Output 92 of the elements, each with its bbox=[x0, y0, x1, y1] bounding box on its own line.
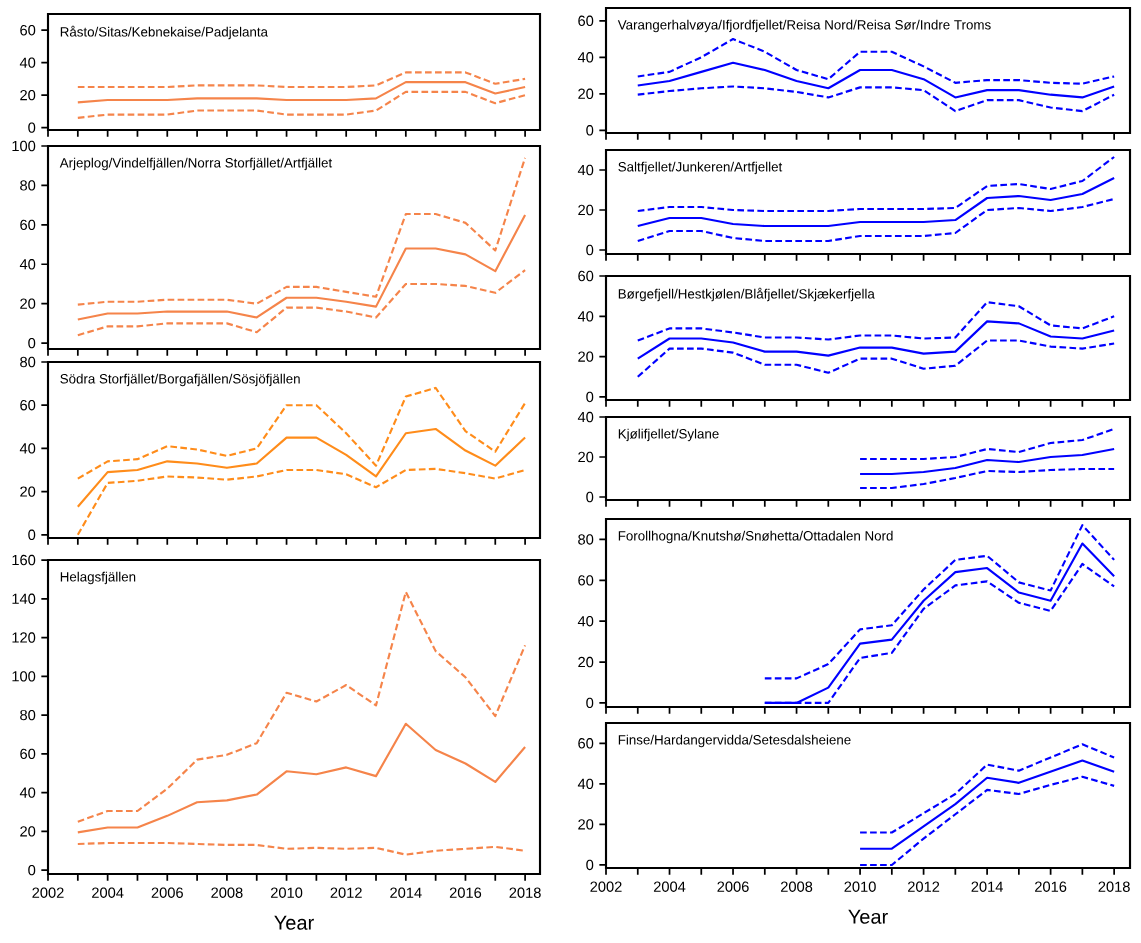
x-tick-label: 2012 bbox=[330, 887, 362, 898]
y-tick-label: 20 bbox=[578, 351, 594, 362]
y-tick-label: 60 bbox=[20, 25, 36, 36]
line-series bbox=[76, 467, 527, 536]
y-tick-label: 60 bbox=[20, 400, 36, 411]
y-tick-label: 0 bbox=[586, 244, 594, 256]
x-tick-label: 2014 bbox=[390, 887, 422, 898]
y-tick-label: 20 bbox=[20, 298, 36, 309]
line-series bbox=[859, 743, 1116, 834]
y-tick-label: 60 bbox=[578, 575, 594, 586]
y-tick-label: 140 bbox=[12, 593, 36, 604]
y-tick-label: 100 bbox=[12, 671, 36, 682]
y-tick-label: 20 bbox=[578, 204, 594, 216]
line-series bbox=[636, 61, 1116, 99]
y-tick-label: 160 bbox=[12, 554, 36, 566]
y-tick-label: 20 bbox=[578, 819, 594, 830]
x-axis-title: Year bbox=[274, 915, 314, 930]
x-tick-label: 2006 bbox=[717, 881, 749, 892]
y-tick-label: 60 bbox=[20, 219, 36, 231]
y-tick-label: 0 bbox=[586, 697, 594, 709]
line-series bbox=[859, 775, 1116, 867]
x-axis-title: Year bbox=[848, 909, 888, 924]
text: Saltfjellet/Junkeren/Artfjellet bbox=[618, 161, 783, 175]
y-tick-label: 40 bbox=[577, 411, 594, 423]
y-tick-label: 60 bbox=[20, 748, 36, 760]
y-tick-label: 40 bbox=[577, 164, 594, 176]
y-tick-label: 0 bbox=[28, 337, 36, 349]
x-tick-label: 2010 bbox=[270, 887, 303, 898]
line-series bbox=[636, 301, 1116, 342]
text: Södra Storfjället/Borgafjällen/Sösjöfjällen bbox=[60, 373, 300, 387]
y-tick-label: 80 bbox=[20, 709, 36, 721]
line-series bbox=[76, 386, 527, 480]
x-tick-label: 2010 bbox=[844, 881, 876, 892]
x-tick-label: 2008 bbox=[211, 887, 243, 898]
y-tick-label: 0 bbox=[586, 859, 594, 871]
text: Varangerhalvøya/Ifjordfjellet/Reisa Nord/Reisa Sør/Indre Troms bbox=[617, 19, 991, 33]
y-tick-label: 100 bbox=[12, 140, 36, 152]
x-tick-label: 2004 bbox=[653, 881, 686, 892]
y-tick-label: 80 bbox=[20, 180, 36, 191]
y-tick-label: 80 bbox=[578, 534, 594, 545]
y-tick-label: 40 bbox=[577, 616, 594, 627]
y-tick-label: 20 bbox=[20, 89, 36, 101]
text: Kjølifjellet/Sylane bbox=[618, 428, 719, 442]
line-series bbox=[76, 590, 527, 823]
y-tick-label: 20 bbox=[578, 451, 594, 463]
x-tick-label: 2004 bbox=[92, 887, 124, 898]
y-tick-label: 0 bbox=[586, 125, 594, 136]
x-tick-label: 2016 bbox=[1035, 881, 1067, 892]
text: Arjeplog/Vindelfjällen/Norra Storfjället/Artfjället bbox=[59, 157, 333, 171]
y-tick-label: 120 bbox=[12, 632, 36, 643]
y-tick-label: 40 bbox=[577, 311, 594, 322]
y-tick-label: 0 bbox=[28, 529, 36, 540]
y-tick-label: 0 bbox=[28, 122, 36, 133]
x-tick-label: 2006 bbox=[151, 887, 183, 898]
text: Helagsfjällen bbox=[60, 571, 136, 585]
y-tick-label: 60 bbox=[578, 738, 594, 749]
line-series bbox=[636, 37, 1116, 85]
line-series bbox=[859, 447, 1116, 476]
x-tick-label: 2002 bbox=[590, 881, 622, 892]
line-series bbox=[636, 85, 1116, 113]
y-tick-label: 60 bbox=[578, 270, 594, 282]
text: Finse/Hardangervidda/Setesdalsheiene bbox=[618, 734, 851, 748]
y-tick-label: 20 bbox=[20, 826, 36, 837]
y-tick-label: 40 bbox=[577, 52, 594, 63]
x-tick-label: 2018 bbox=[1098, 881, 1130, 892]
line-series bbox=[636, 320, 1116, 360]
y-tick-label: 80 bbox=[20, 356, 36, 368]
x-tick-label: 2012 bbox=[908, 881, 940, 892]
x-tick-label: 2002 bbox=[32, 887, 64, 898]
text: Børgefjell/Hestkjølen/Blåfjellet/Skjækerfjella bbox=[618, 287, 875, 302]
y-tick-label: 40 bbox=[19, 259, 36, 270]
line-series bbox=[636, 339, 1116, 378]
y-tick-label: 20 bbox=[578, 88, 594, 99]
y-tick-label: 40 bbox=[19, 443, 36, 454]
y-tick-label: 0 bbox=[586, 391, 594, 403]
y-tick-label: 20 bbox=[578, 656, 594, 668]
line-series bbox=[859, 467, 1116, 490]
y-tick-label: 40 bbox=[19, 57, 36, 68]
x-tick-label: 2014 bbox=[971, 881, 1003, 892]
line-series bbox=[76, 722, 527, 834]
text: Forollhogna/Knutshø/Snøhetta/Ottadalen Nord bbox=[618, 530, 893, 544]
y-tick-label: 0 bbox=[28, 864, 36, 876]
y-tick-label: 60 bbox=[578, 15, 594, 26]
x-tick-label: 2018 bbox=[509, 887, 541, 898]
y-tick-label: 40 bbox=[19, 787, 36, 798]
y-tick-label: 20 bbox=[20, 486, 36, 497]
text: Råsto/Sitas/Kebnekaise/Padjelanta bbox=[60, 25, 268, 40]
y-tick-label: 40 bbox=[577, 778, 594, 790]
x-tick-label: 2016 bbox=[449, 887, 482, 898]
x-tick-label: 2008 bbox=[780, 881, 813, 892]
line-series bbox=[76, 427, 527, 508]
y-tick-label: 0 bbox=[586, 491, 594, 503]
